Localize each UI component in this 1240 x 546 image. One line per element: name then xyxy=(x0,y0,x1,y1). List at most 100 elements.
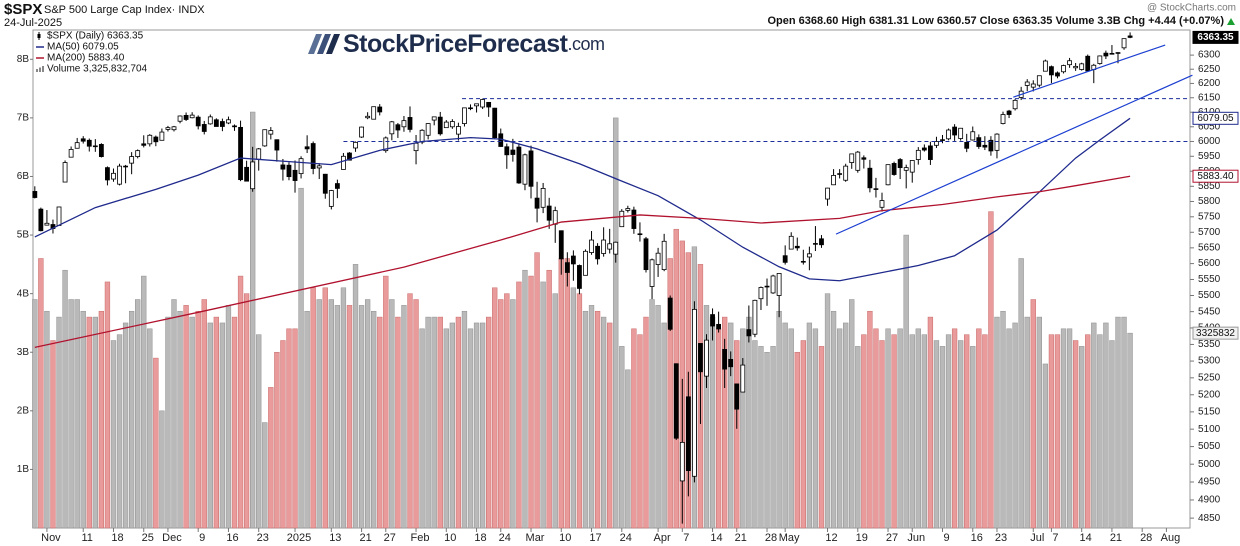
volume-bar xyxy=(237,275,244,529)
volume-bar xyxy=(68,299,74,529)
last-value-label: 6363.35 xyxy=(1197,32,1234,43)
volume-bar xyxy=(516,281,522,529)
candle-body xyxy=(788,235,794,250)
volume-bar xyxy=(110,340,117,529)
x-tick-label: 24 xyxy=(620,532,632,544)
candle-body xyxy=(1073,65,1079,69)
volume-bar xyxy=(564,258,570,529)
volume-bar xyxy=(988,211,994,529)
y-tick-label: 5700 xyxy=(1198,227,1221,238)
candle-body xyxy=(310,143,316,169)
volume-bar xyxy=(746,316,752,529)
candle-body xyxy=(220,121,225,127)
volume-bar xyxy=(582,310,589,529)
candle-body xyxy=(1079,63,1085,70)
volume-bar xyxy=(879,340,885,529)
candle-body xyxy=(238,126,243,181)
candle-body xyxy=(201,124,207,132)
volume-bar xyxy=(1054,334,1061,529)
volume-bar xyxy=(1072,340,1079,529)
candle-body xyxy=(1042,60,1048,72)
volume-bar xyxy=(219,322,226,529)
candle-body xyxy=(1109,53,1115,55)
candle-body xyxy=(897,159,903,169)
candle-body xyxy=(431,116,437,121)
volume-bar xyxy=(310,287,316,529)
x-tick-label: 21 xyxy=(735,532,747,544)
x-tick-label: 10 xyxy=(559,532,571,544)
candle-body xyxy=(1006,110,1012,115)
volume-bar xyxy=(328,299,334,529)
candle-body xyxy=(643,238,649,271)
candle-body xyxy=(583,250,588,276)
candle-body xyxy=(921,147,927,151)
candle-body xyxy=(177,115,183,122)
volume-bar xyxy=(806,322,813,529)
volume-bar xyxy=(1115,316,1121,529)
candle-body xyxy=(1097,55,1103,64)
x-tick-label: Aug xyxy=(1161,532,1181,544)
x-tick-label: Jul xyxy=(1030,532,1044,544)
candle-body xyxy=(661,240,667,271)
candle-body xyxy=(449,121,455,128)
volume-bar xyxy=(128,310,135,529)
candle-body xyxy=(347,152,352,161)
candle-body xyxy=(286,164,292,178)
volume-bar xyxy=(607,322,613,529)
volume-bar xyxy=(1012,322,1018,529)
volume-bar xyxy=(250,111,256,529)
volume-bar xyxy=(213,316,220,529)
x-tick-label: 16 xyxy=(971,532,983,544)
x-tick-label: 18 xyxy=(474,532,486,544)
x-tick-label: 25 xyxy=(142,532,154,544)
volume-bar xyxy=(364,299,371,529)
volume-bar xyxy=(927,316,934,529)
candle-body xyxy=(510,149,516,155)
volume-bar xyxy=(982,334,988,529)
candle-body xyxy=(698,343,703,373)
legend-entry: $SPX (Daily) 6363.35 xyxy=(47,31,144,42)
volume-bar xyxy=(849,299,855,529)
candle-body xyxy=(619,210,625,228)
candle-body xyxy=(952,126,958,136)
candle-body xyxy=(522,154,528,185)
candle-body xyxy=(734,383,740,410)
volume-bar xyxy=(625,369,631,529)
volume-bar xyxy=(1060,328,1067,529)
logo-slash xyxy=(308,34,322,54)
candle-body xyxy=(189,114,195,119)
volume-bar xyxy=(383,275,389,529)
volume-bar xyxy=(104,281,111,529)
candle-body xyxy=(570,255,576,265)
last-value-label: 6079.05 xyxy=(1197,113,1234,124)
candle-body xyxy=(32,191,38,198)
volume-bar xyxy=(425,316,431,529)
x-tick-label: 7 xyxy=(683,532,689,544)
volume-bar xyxy=(794,351,800,529)
candle-body xyxy=(770,275,776,294)
candle-body xyxy=(123,165,128,168)
volume-bar xyxy=(740,328,746,529)
volume-bar xyxy=(298,187,304,529)
legend-entry: MA(50) 6079.05 xyxy=(47,42,119,53)
candle-body xyxy=(867,167,873,189)
x-tick-label: Dec xyxy=(162,532,182,544)
candle-body xyxy=(861,157,867,160)
x-tick-label: Jun xyxy=(907,532,925,544)
y-tick-label: 5100 xyxy=(1198,424,1221,435)
volume-bar xyxy=(1024,316,1030,529)
candle-body xyxy=(316,165,322,169)
candle-body xyxy=(207,116,213,125)
candle-body xyxy=(1024,81,1030,86)
volume-bar xyxy=(619,346,625,529)
volume-bar xyxy=(225,305,232,529)
volume-bar xyxy=(1048,334,1055,529)
volume-bar xyxy=(486,316,492,529)
candle-body xyxy=(564,262,570,273)
volume-bar xyxy=(1066,328,1073,529)
candle-body xyxy=(98,144,104,157)
candle-body xyxy=(268,130,274,135)
x-tick-label: 21 xyxy=(359,532,371,544)
price-layer xyxy=(32,32,1193,524)
volume-bar xyxy=(413,299,419,529)
